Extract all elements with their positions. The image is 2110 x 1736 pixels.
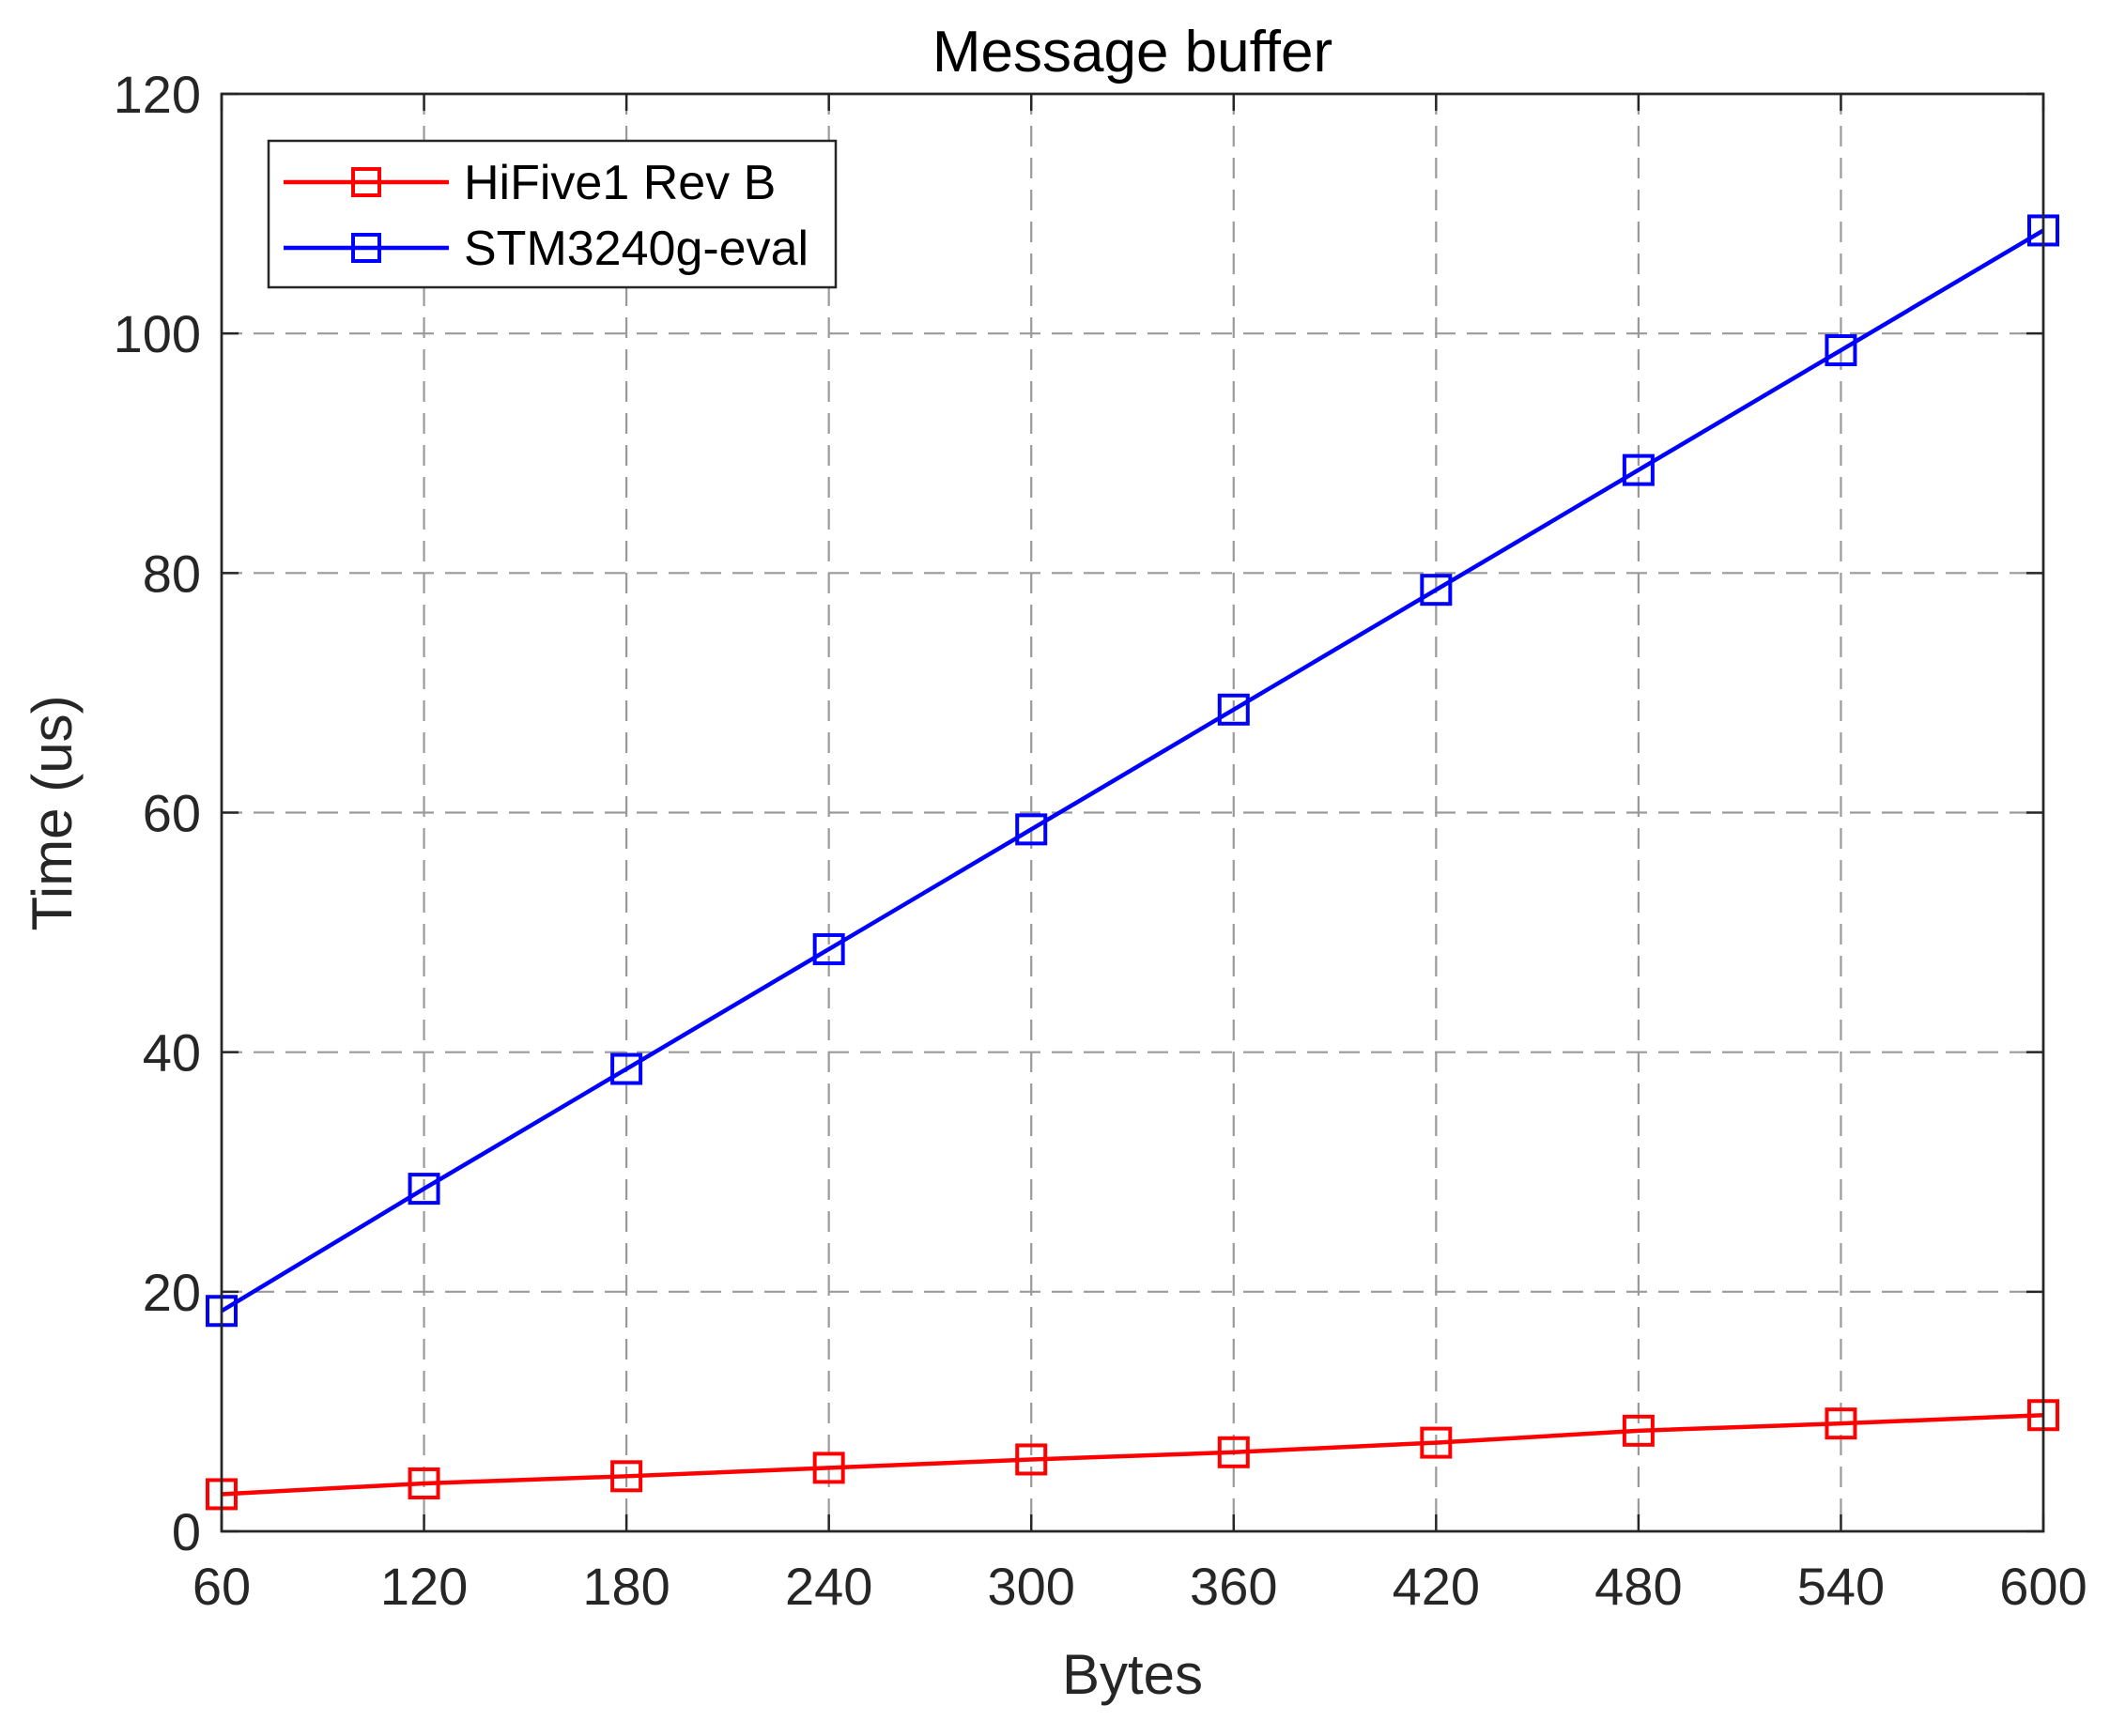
y-tick-label: 120 [114,65,201,124]
x-tick-label: 240 [785,1557,872,1616]
data-point-hifive1-rev-b [812,1452,845,1484]
data-point-stm3240g-eval [1622,453,1655,486]
y-axis-title: Time (us) [21,695,84,930]
y-tick-label: 60 [143,784,201,843]
x-tick-label: 300 [988,1557,1075,1616]
data-point-stm3240g-eval [1015,813,1048,846]
y-tick-label: 40 [143,1023,201,1083]
chart-title: Message buffer [932,20,1332,84]
data-point-hifive1-rev-b [1015,1443,1048,1476]
x-tick-label: 540 [1797,1557,1885,1616]
x-axis-title: Bytes [1062,1643,1203,1706]
legend-marker-hifive1 [351,167,381,197]
x-tick-label: 180 [582,1557,670,1616]
data-point-stm3240g-eval [812,932,845,965]
legend-label-hifive1: HiFive1 Rev B [464,156,776,210]
data-point-stm3240g-eval [1825,334,1857,367]
legend: HiFive1 Rev B STM3240g-eval [267,139,838,289]
data-point-hifive1-rev-b [1825,1407,1857,1440]
legend-label-stm3240g: STM3240g-eval [464,222,809,276]
series-line-hifive1-rev-b [221,1412,2044,1497]
data-point-hifive1-rev-b [408,1467,440,1499]
data-point-hifive1-rev-b [1622,1414,1655,1447]
data-point-stm3240g-eval [1217,693,1250,726]
x-tick-label: 360 [1190,1557,1277,1616]
y-tick-label: 20 [143,1263,201,1322]
x-tick-label: 600 [1999,1557,2087,1616]
plot-border [220,92,2045,1533]
x-tick-labels: 60 120 180 240 300 360 420 480 540 600 [193,1557,2087,1616]
series-line-stm3240g-eval [220,228,2045,1314]
data-point-stm3240g-eval [408,1173,440,1206]
data-point-stm3240g-eval [610,1052,643,1085]
data-point-hifive1-rev-b [1420,1426,1453,1459]
data-point-hifive1-rev-b [1217,1436,1250,1468]
y-tick-label: 0 [172,1502,201,1561]
y-tick-labels: 0 20 40 60 80 100 120 [114,65,201,1561]
data-point-hifive1-rev-b [610,1460,643,1493]
x-tick-label: 420 [1393,1557,1480,1616]
y-tick-label: 100 [114,304,201,363]
x-tick-label: 120 [380,1557,468,1616]
x-tick-label: 480 [1594,1557,1682,1616]
grid-lines [222,94,2043,1531]
data-point-stm3240g-eval [1420,574,1453,607]
y-tick-label: 80 [143,544,201,603]
legend-marker-stm3240g [351,233,381,263]
x-tick-label: 60 [193,1557,251,1616]
